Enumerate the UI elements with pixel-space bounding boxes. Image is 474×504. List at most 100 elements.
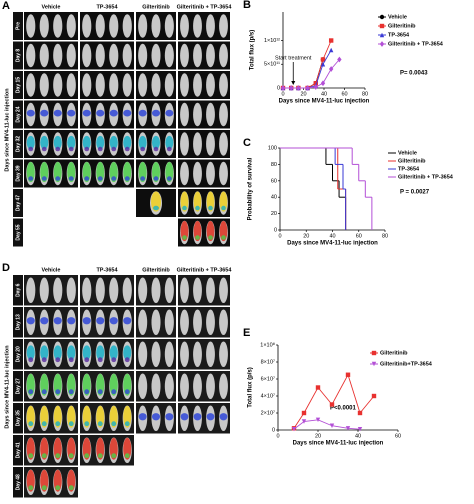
signal bbox=[96, 162, 105, 183]
signal bbox=[111, 176, 117, 181]
mouse bbox=[66, 73, 76, 97]
x-axis-label: Days since MV4-11-luc injection bbox=[293, 441, 384, 447]
y-tick-label: 5×10¹¹ bbox=[264, 62, 280, 68]
signal bbox=[26, 109, 35, 117]
signal bbox=[68, 421, 74, 427]
data-point bbox=[305, 85, 310, 91]
x-axis-label: Days since MV4-11-luc injection bbox=[279, 99, 370, 105]
mouse bbox=[26, 43, 36, 68]
signal bbox=[84, 357, 90, 363]
signal bbox=[97, 453, 103, 459]
y-tick-label: 60 bbox=[271, 178, 277, 184]
signal bbox=[124, 357, 130, 363]
mouse bbox=[66, 277, 76, 304]
panel-letter: A bbox=[2, 0, 10, 12]
mouse bbox=[53, 43, 63, 68]
mouse bbox=[193, 14, 202, 38]
x-tick-label: 20 bbox=[300, 91, 306, 97]
mouse bbox=[193, 161, 202, 186]
data-point bbox=[291, 426, 297, 432]
signal bbox=[40, 162, 49, 183]
signal bbox=[41, 453, 47, 459]
mouse bbox=[193, 43, 202, 68]
signal bbox=[219, 221, 228, 242]
row-label: Day 39 bbox=[15, 165, 21, 181]
data-point bbox=[315, 385, 321, 390]
signal bbox=[40, 345, 49, 361]
mouse bbox=[206, 73, 215, 97]
signal bbox=[67, 469, 76, 492]
signal bbox=[109, 373, 118, 396]
data-point bbox=[328, 47, 334, 53]
signal bbox=[96, 317, 105, 325]
signal bbox=[53, 469, 62, 492]
signal bbox=[82, 405, 91, 428]
mouse bbox=[164, 73, 174, 97]
mouse bbox=[39, 43, 49, 68]
signal bbox=[28, 453, 34, 459]
signal bbox=[123, 317, 132, 325]
data-point bbox=[280, 85, 286, 91]
mouse bbox=[180, 161, 189, 186]
mouse bbox=[138, 309, 148, 336]
mouse bbox=[219, 373, 228, 400]
mouse bbox=[219, 43, 228, 68]
mouse bbox=[193, 309, 202, 336]
row-label-bg bbox=[13, 130, 23, 158]
signal bbox=[165, 109, 174, 117]
signal bbox=[219, 191, 228, 212]
signal bbox=[84, 389, 90, 395]
signal bbox=[109, 135, 118, 150]
mouse bbox=[193, 102, 202, 127]
signal bbox=[53, 437, 62, 460]
mouse bbox=[219, 102, 228, 127]
column-header: Gilteritinib bbox=[142, 4, 170, 10]
signal bbox=[67, 109, 76, 117]
signal bbox=[165, 162, 174, 183]
signal bbox=[53, 162, 62, 183]
signal bbox=[111, 421, 117, 427]
mouse bbox=[206, 43, 215, 68]
signal bbox=[138, 413, 147, 421]
signal bbox=[123, 373, 132, 396]
data-point bbox=[345, 426, 351, 431]
mouse bbox=[180, 309, 189, 336]
row-label: Day 15 bbox=[15, 77, 21, 93]
row-label-bg bbox=[13, 339, 23, 370]
mouse bbox=[164, 373, 174, 400]
mouse bbox=[95, 14, 105, 38]
signal bbox=[40, 109, 49, 117]
mouse bbox=[138, 277, 148, 304]
panel-letter: D bbox=[2, 262, 10, 274]
signal bbox=[151, 191, 161, 212]
x-tick-label: 0 bbox=[276, 433, 279, 439]
signal bbox=[206, 221, 215, 242]
y-tick-label: 6×10⁷ bbox=[261, 375, 275, 382]
signal bbox=[67, 405, 76, 428]
signal bbox=[124, 421, 130, 427]
signal bbox=[180, 413, 189, 421]
signal bbox=[96, 109, 105, 117]
signal bbox=[28, 146, 34, 152]
column-header: Gilteritinib + TP-3654 bbox=[177, 4, 233, 10]
signal bbox=[26, 317, 35, 325]
signal bbox=[41, 146, 47, 152]
data-point bbox=[357, 410, 363, 416]
row-label-bg bbox=[13, 189, 23, 217]
row-label: Day 27 bbox=[15, 378, 21, 394]
signal bbox=[123, 437, 132, 460]
row-label-bg bbox=[13, 100, 23, 129]
signal bbox=[138, 109, 147, 117]
signal bbox=[55, 176, 61, 181]
row-label-bg bbox=[13, 275, 23, 306]
column-header: TP-3654 bbox=[96, 4, 118, 10]
row-label-bg bbox=[13, 159, 23, 188]
arrow-head bbox=[291, 81, 296, 85]
signal bbox=[82, 437, 91, 460]
signal bbox=[96, 135, 105, 150]
row-label-bg bbox=[13, 371, 23, 402]
x-tick-label: 20 bbox=[315, 433, 321, 439]
signal bbox=[53, 373, 62, 396]
legend-marker bbox=[371, 361, 377, 367]
x-tick-label: 0 bbox=[281, 91, 284, 97]
